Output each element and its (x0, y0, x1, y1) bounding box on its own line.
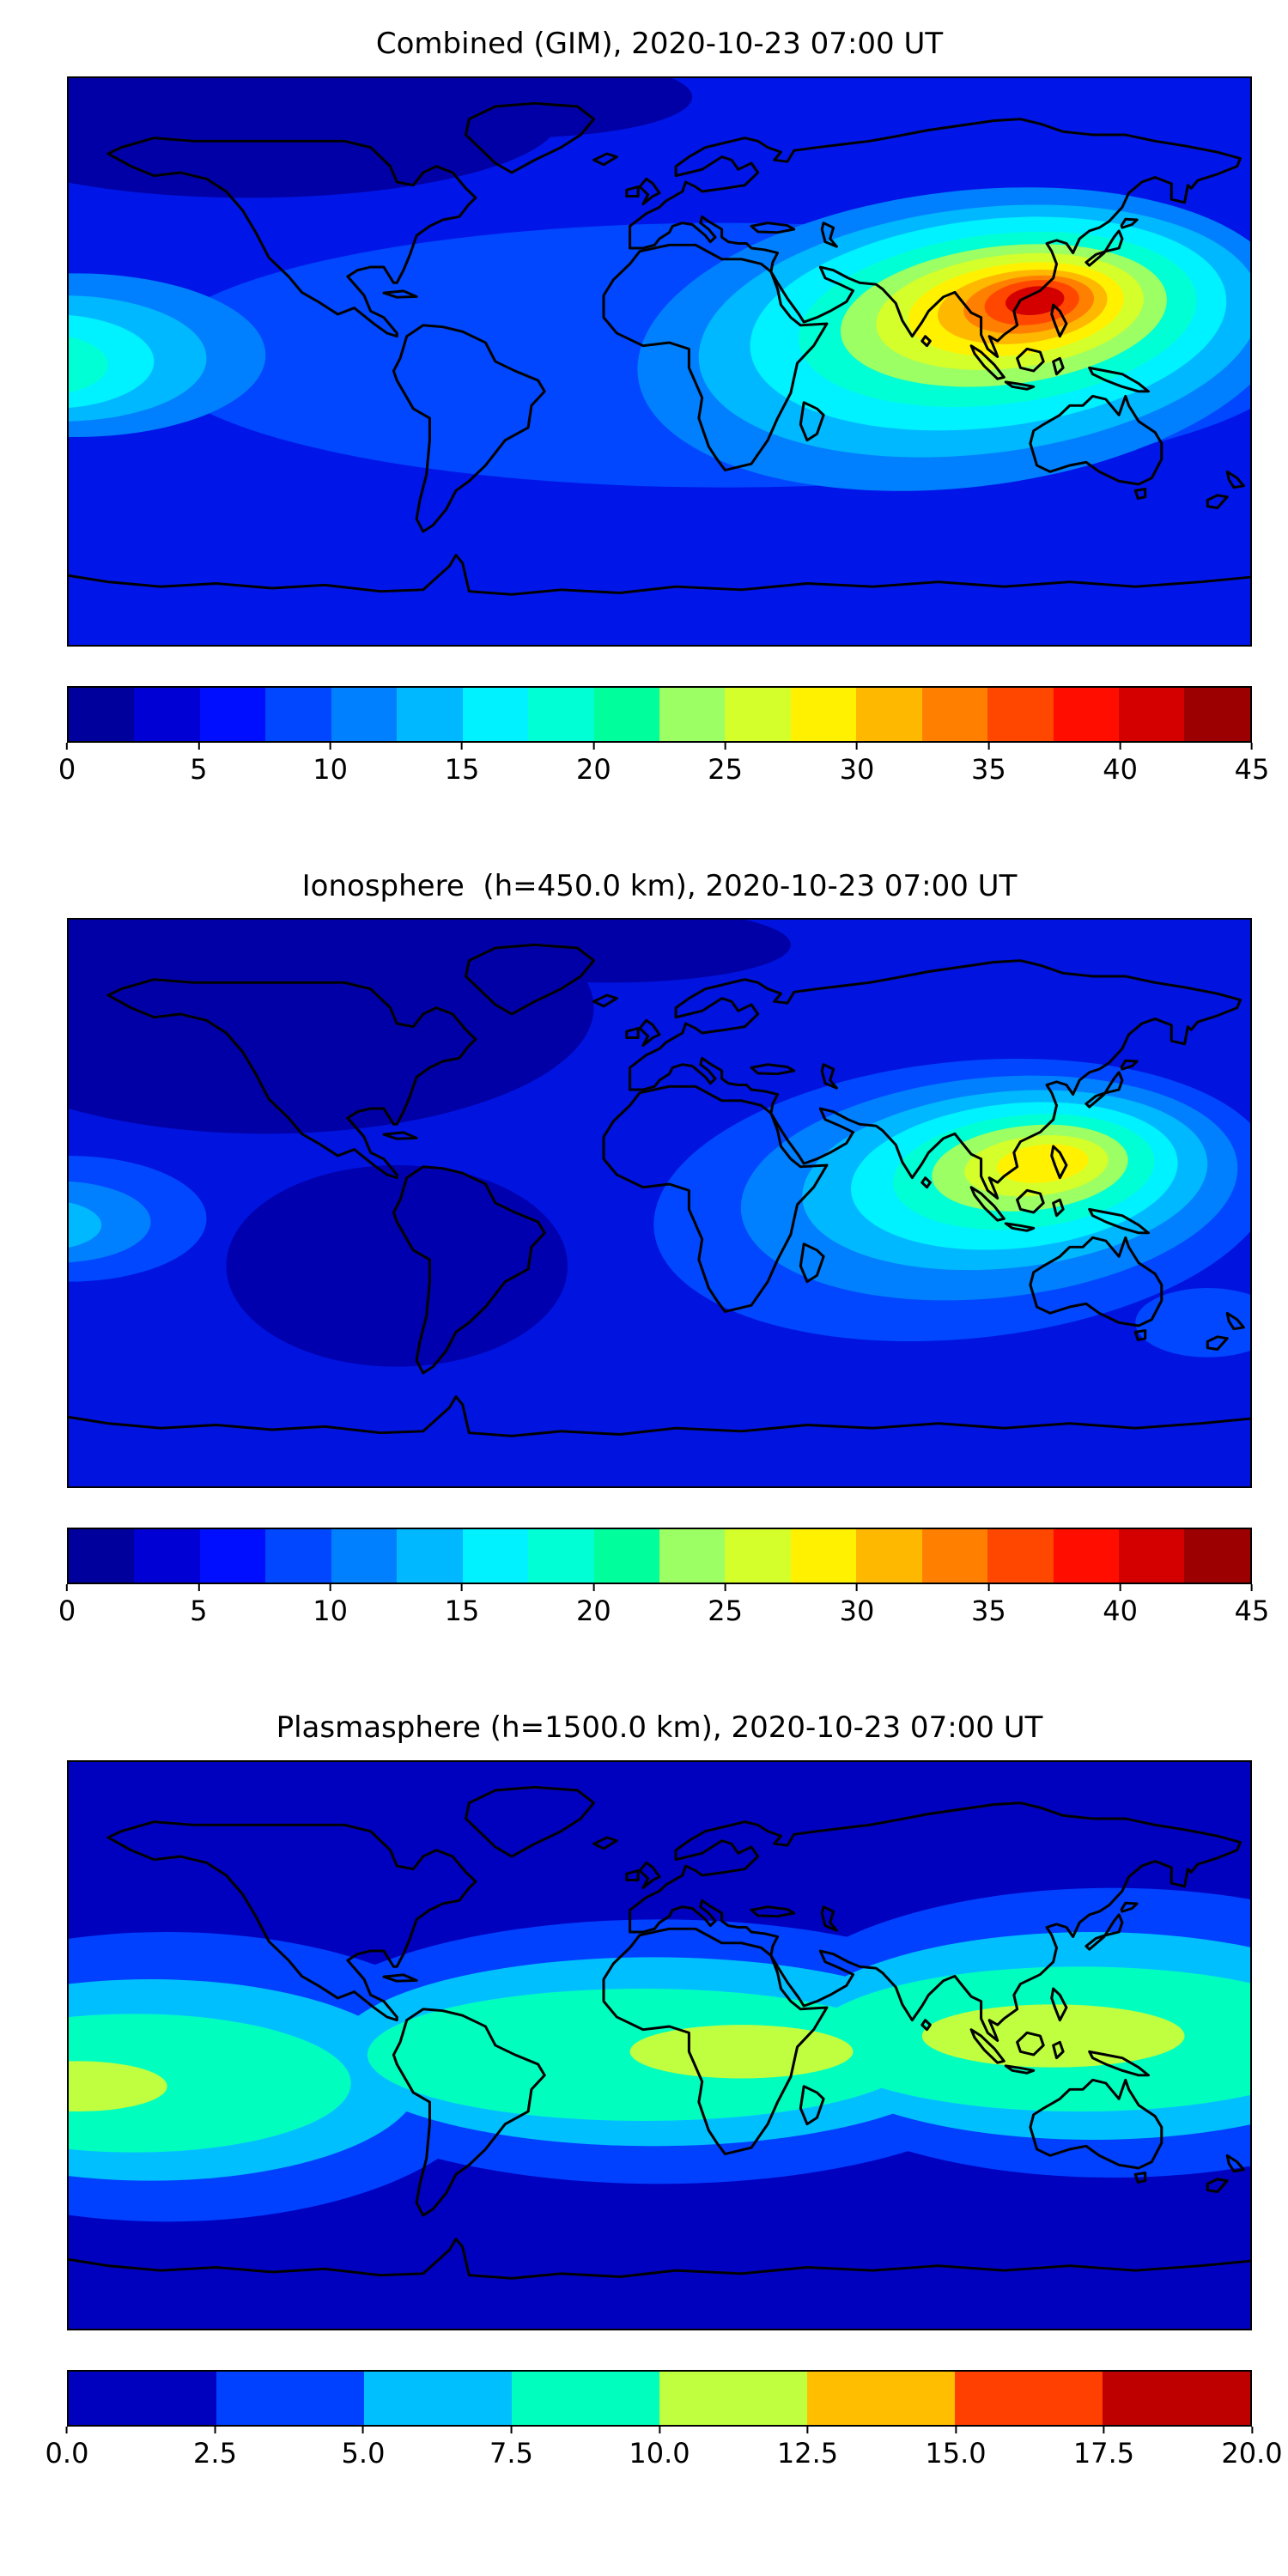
panel-title-plasmasphere: Plasmasphere (h=1500.0 km), 2020-10-23 0… (276, 1710, 1043, 1745)
colorbar-segment (1119, 1529, 1185, 1583)
colorbar-segment (1119, 687, 1185, 741)
colorbar-segment (987, 687, 1054, 741)
colorbar-tick-label: 5.0 (341, 2436, 386, 2470)
figure-stack: Combined (GIM), 2020-10-23 07:00 UT (0, 0, 1288, 2478)
colorbar-segment (1103, 2371, 1250, 2425)
colorbar-segment (856, 1529, 922, 1583)
colorbar-segment (331, 687, 398, 741)
map-plasmasphere (67, 1759, 1252, 2330)
colorbar-tick-label: 15 (444, 752, 480, 786)
colorbar-segment (397, 687, 463, 741)
colorbar-tick-label: 15.0 (925, 2436, 987, 2470)
colorbar-combined (67, 685, 1252, 743)
colorbar-segment (69, 687, 135, 741)
colorbar-ticks-plasmasphere: 0.0 2.5 5.0 7.5 10.0 12.5 15.0 17.5 20.0 (46, 2435, 1283, 2478)
tec-map-canvas (69, 1761, 1250, 2329)
colorbar-segment (987, 1529, 1054, 1583)
panel-ionosphere: Ionosphere (h=450.0 km), 2020-10-23 07:0… (58, 868, 1270, 1637)
tec-map-canvas (69, 77, 1250, 645)
colorbar-segment (216, 2371, 364, 2425)
colorbar-segment (462, 1529, 529, 1583)
colorbar-segment (1184, 687, 1250, 741)
colorbar-segment (659, 2371, 807, 2425)
panel-plasmasphere: Plasmasphere (h=1500.0 km), 2020-10-23 0… (46, 1710, 1283, 2478)
colorbar-segment (199, 687, 266, 741)
colorbar-segment (659, 1529, 726, 1583)
colorbar-segment (725, 687, 791, 741)
colorbar-tick-label: 25 (708, 752, 744, 786)
colorbar-tick-label: 10 (313, 1595, 349, 1627)
map-combined (67, 76, 1252, 647)
colorbar-segment (790, 687, 857, 741)
colorbar-tick-label: 10.0 (629, 2436, 690, 2470)
colorbar-segment (725, 1529, 791, 1583)
colorbar-segment (807, 2371, 955, 2425)
colorbar-tick-label: 20 (575, 752, 611, 786)
colorbar-segment (265, 687, 331, 741)
colorbar-segment (921, 1529, 988, 1583)
colorbar-segment (790, 1529, 857, 1583)
colorbar-segment (331, 1529, 398, 1583)
colorbar-tick-label: 40 (1103, 752, 1139, 786)
colorbar-tick-label: 30 (839, 752, 875, 786)
colorbar-tick-label: 7.5 (489, 2436, 533, 2470)
tec-map-canvas (69, 920, 1250, 1486)
colorbar-tick-label: 17.5 (1072, 2436, 1135, 2470)
colorbar-tick-label: 40 (1103, 1595, 1139, 1627)
colorbar-segment (397, 1529, 463, 1583)
colorbar-segment (512, 2371, 659, 2425)
colorbar-segment (528, 687, 594, 741)
colorbar-tick-label: 15 (444, 1595, 480, 1627)
colorbar-segment (593, 1529, 659, 1583)
colorbar-tick-label: 2.5 (193, 2436, 237, 2470)
colorbar-tick-label: 0.0 (45, 2436, 89, 2470)
colorbar-ticks-combined: 0 5 10 15 20 25 30 35 40 45 (58, 751, 1270, 794)
colorbar-tick-label: 35 (970, 752, 1006, 786)
colorbar-segment (659, 687, 726, 741)
colorbar-tick-label: 20 (575, 1595, 611, 1627)
colorbar-segment (955, 2371, 1103, 2425)
colorbar-segment (593, 687, 659, 741)
colorbar-tick-label: 25 (708, 1595, 744, 1627)
colorbar-tick-label: 20.0 (1221, 2436, 1283, 2470)
panel-combined: Combined (GIM), 2020-10-23 07:00 UT (58, 26, 1270, 794)
colorbar-ionosphere (67, 1528, 1252, 1584)
colorbar-segment (1053, 1529, 1119, 1583)
colorbar-ticks-ionosphere: 0 5 10 15 20 25 30 35 40 45 (58, 1593, 1270, 1636)
colorbar-segment (69, 1529, 135, 1583)
colorbar-tick-label: 12.5 (776, 2436, 839, 2470)
colorbar-segment (1184, 1529, 1250, 1583)
colorbar-segment (69, 2371, 216, 2425)
colorbar-tick-label: 45 (1234, 752, 1270, 786)
colorbar-tick-label: 5 (190, 752, 208, 786)
colorbar-tick-label: 45 (1234, 1595, 1270, 1627)
colorbar-tick-label: 0 (58, 1595, 76, 1627)
colorbar-tick-label: 0 (58, 752, 76, 786)
colorbar-tick-label: 5 (190, 1595, 208, 1627)
panel-title-combined: Combined (GIM), 2020-10-23 07:00 UT (375, 27, 944, 61)
colorbar-segment (921, 687, 988, 741)
colorbar-segment (265, 1529, 331, 1583)
colorbar-segment (134, 1529, 200, 1583)
colorbar-plasmasphere (67, 2369, 1252, 2427)
colorbar-tick-label: 35 (970, 1595, 1006, 1627)
colorbar-tick-label: 10 (313, 752, 349, 786)
colorbar-segment (856, 687, 922, 741)
colorbar-segment (134, 687, 200, 741)
panel-title-ionosphere: Ionosphere (h=450.0 km), 2020-10-23 07:0… (301, 868, 1018, 903)
colorbar-segment (364, 2371, 512, 2425)
colorbar-tick-label: 30 (839, 1595, 875, 1627)
colorbar-segment (462, 687, 529, 741)
colorbar-segment (528, 1529, 594, 1583)
map-ionosphere (67, 918, 1252, 1488)
colorbar-segment (199, 1529, 266, 1583)
colorbar-segment (1053, 687, 1119, 741)
